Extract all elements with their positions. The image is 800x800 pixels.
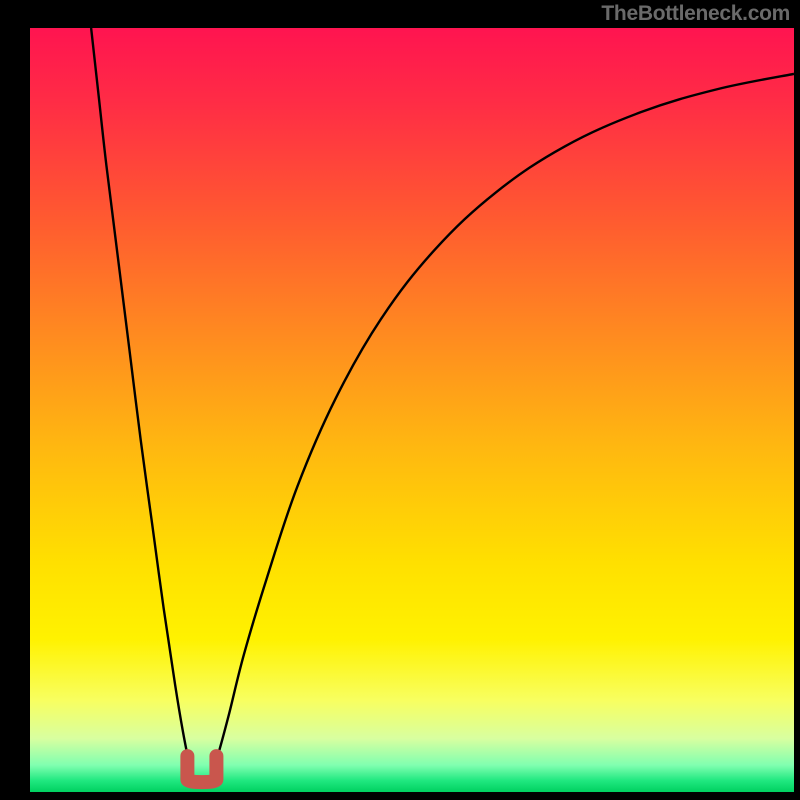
bottleneck-chart bbox=[30, 28, 794, 792]
plot-background bbox=[30, 28, 794, 792]
chart-frame: TheBottleneck.com bbox=[0, 0, 800, 800]
watermark-text: TheBottleneck.com bbox=[601, 2, 790, 26]
